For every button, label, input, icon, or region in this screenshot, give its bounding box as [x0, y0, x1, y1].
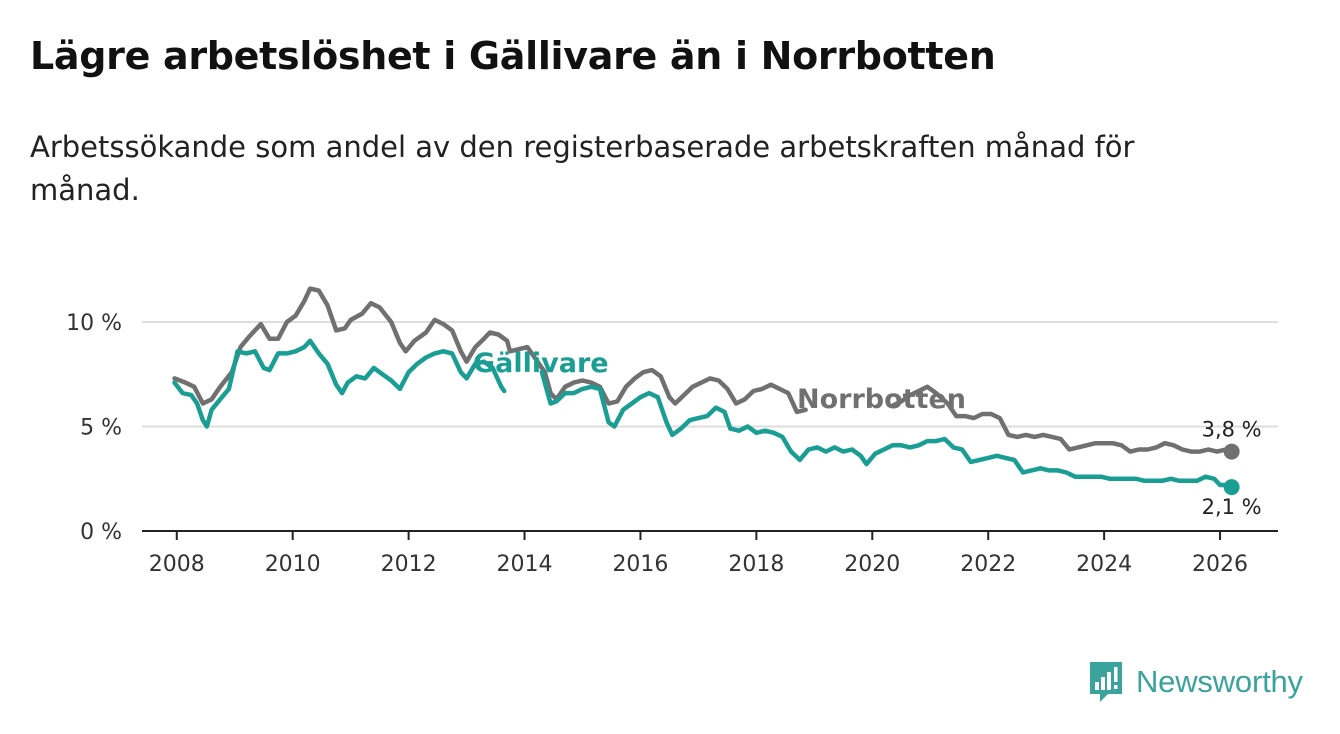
end-point-gällivare [1223, 479, 1240, 496]
x-tick-label: 2014 [497, 552, 553, 577]
x-tick-label: 2018 [728, 552, 784, 577]
end-point-norrbotten [1223, 443, 1240, 460]
x-tick-label: 2026 [1192, 552, 1248, 577]
x-tick-label: 2022 [960, 552, 1016, 577]
x-tick-label: 2016 [612, 552, 668, 577]
brand-logo[interactable]: Newsworthy [1088, 660, 1303, 704]
series-line-gällivare-1 [539, 369, 1234, 490]
series-line-norrbotten-0 [172, 286, 808, 415]
series-lines [172, 286, 1240, 496]
x-axis-ticks: 2008 2010 2012 2014 2016 2018 2020 2022 2024 2026 [149, 531, 1248, 577]
brand-name: Newsworthy [1136, 664, 1303, 699]
y-axis-ticks: 0 % 5 % 10 % [66, 311, 122, 545]
series-label-gallivare: Gällivare [473, 348, 609, 379]
end-value-gallivare: 2,1 % [1202, 495, 1262, 519]
y-tick-label: 5 % [80, 416, 122, 441]
newsworthy-logo-icon [1090, 662, 1122, 702]
series-label-norrbotten: Norrbotten [797, 384, 966, 415]
x-tick-label: 2024 [1076, 552, 1132, 577]
chart-subtitle: Arbetssökande som andel av den registerb… [30, 130, 1135, 207]
end-value-norrbotten: 3,8 % [1202, 418, 1262, 442]
series-line-gällivare-0 [172, 338, 507, 429]
page-title: Lägre arbetslöshet i Gällivare än i Norr… [30, 34, 996, 78]
series-line-norrbotten-1 [890, 384, 1234, 454]
x-tick-label: 2008 [149, 552, 205, 577]
x-tick-label: 2020 [844, 552, 900, 577]
y-tick-label: 0 % [80, 520, 122, 545]
series-labels: Gällivare Norrbotten 3,8 % 2,1 % [473, 348, 1262, 519]
y-tick-label: 10 % [66, 311, 122, 336]
x-tick-label: 2012 [381, 552, 437, 577]
x-tick-label: 2010 [265, 552, 321, 577]
